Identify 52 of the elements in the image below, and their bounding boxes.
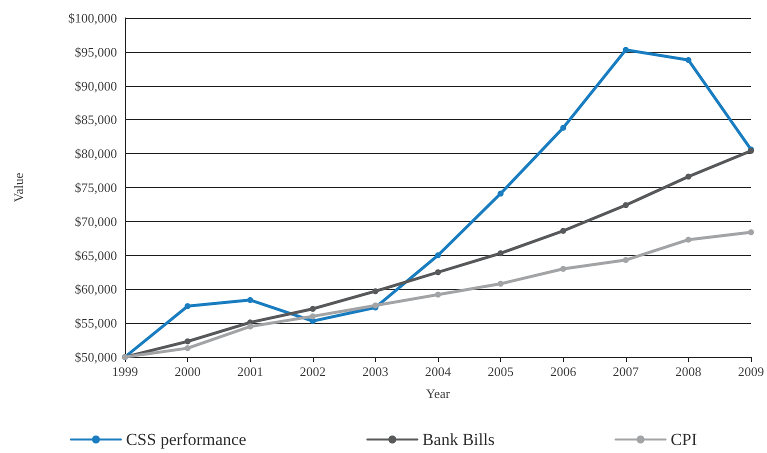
y-axis-title: Value (11, 172, 26, 202)
x-tick-label: 2003 (362, 364, 388, 379)
y-tick-label: $80,000 (74, 146, 117, 162)
y-tick-label: $85,000 (74, 112, 117, 128)
x-tick-label: 2005 (488, 364, 514, 379)
point (560, 228, 566, 234)
point (748, 229, 754, 236)
x-tick-label: 2006 (550, 364, 577, 379)
x-tick-label: 2007 (612, 364, 640, 379)
y-tick-label: $60,000 (74, 282, 117, 297)
point (622, 257, 629, 264)
point (685, 236, 692, 243)
point (372, 288, 378, 294)
x-tick-label: 2001 (237, 364, 264, 379)
y-tick-label: $90,000 (74, 78, 117, 94)
x-tick-label: 2000 (174, 364, 201, 379)
point (184, 303, 191, 310)
y-tick-label: $70,000 (74, 214, 117, 229)
x-axis-title: Year (426, 386, 451, 401)
point (498, 190, 504, 197)
point (310, 306, 316, 312)
y-tick-label: $75,000 (74, 180, 117, 195)
y-tick-label: $65,000 (74, 248, 117, 263)
point (184, 338, 191, 344)
point (310, 313, 316, 320)
point (622, 202, 629, 208)
x-tick-label: 2009 (738, 364, 764, 379)
x-tick-label: 2002 (300, 364, 326, 379)
point (560, 124, 566, 131)
point (435, 292, 441, 298)
legend-label: CSS performance (126, 430, 246, 449)
point (247, 297, 254, 304)
point (435, 252, 441, 258)
point (184, 345, 191, 352)
point (498, 250, 504, 256)
point (372, 302, 378, 308)
point (560, 266, 566, 272)
point (435, 269, 441, 276)
point (685, 174, 692, 180)
x-tick-label: 2008 (675, 364, 702, 379)
legend-label: CPI (670, 430, 698, 449)
point (622, 46, 629, 53)
x-tick-label: 2004 (425, 364, 452, 379)
point (247, 323, 254, 330)
y-tick-label: $100,000 (68, 10, 117, 26)
y-tick-label: $95,000 (74, 44, 117, 60)
y-tick-label: $50,000 (74, 350, 117, 364)
legend-label: Bank Bills (422, 430, 495, 449)
point (498, 280, 504, 287)
y-tick-label: $55,000 (74, 316, 117, 331)
point (685, 57, 692, 64)
x-tick-label: 1999 (112, 364, 138, 379)
